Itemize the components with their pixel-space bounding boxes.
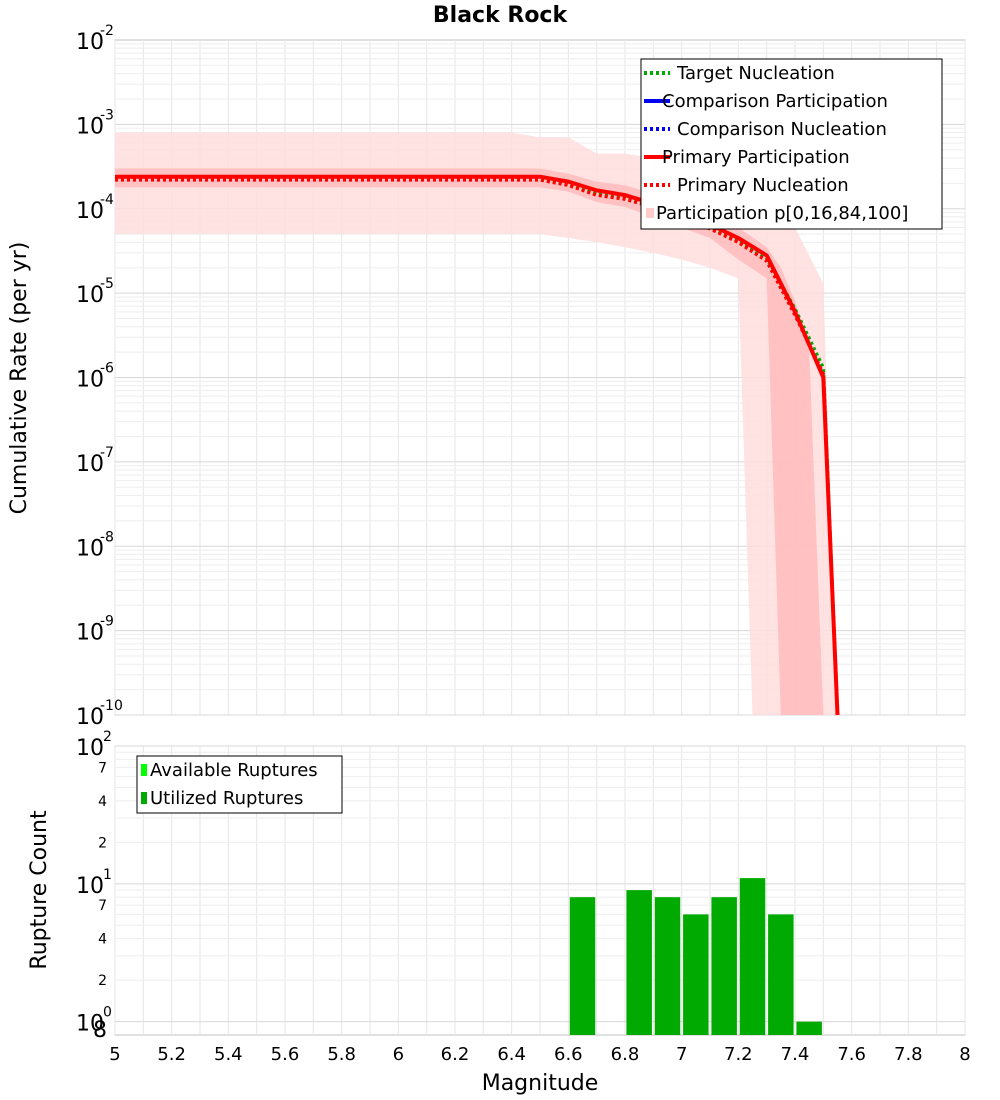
rate-y-tick-exponent: -4: [100, 192, 114, 208]
count-plot-grid: [114, 745, 966, 1035]
legend-label: Primary Participation: [662, 147, 850, 168]
rate-lines: [115, 174, 840, 716]
count-y-minor-tick: 4: [98, 794, 107, 810]
x-tick-label: 5.4: [214, 1044, 243, 1065]
count-y-tick-exponent: 2: [103, 729, 112, 745]
x-tick-label: 5.6: [271, 1044, 300, 1065]
x-tick-label: 6.2: [441, 1044, 470, 1065]
rate-y-tick-base: 10: [76, 536, 104, 561]
rate-y-tick-exponent: -10: [100, 698, 123, 714]
rate-y-tick-exponent: -3: [100, 107, 114, 123]
legend-label: Comparison Participation: [662, 91, 888, 112]
count-legend-box: [136, 755, 343, 814]
count-bar: [569, 897, 596, 1035]
count-y-minor-tick: 2: [98, 835, 107, 851]
x-tick-label: 6: [393, 1044, 404, 1065]
legend-swatch-bar: [141, 764, 147, 776]
rate-y-tick-base: 10: [76, 705, 104, 730]
count-y-minor-tick: 2: [98, 973, 107, 989]
legend-swatch-band: [646, 208, 654, 218]
legend-swatch-bar: [141, 792, 147, 804]
count-bars: [569, 878, 822, 1035]
x-tick-label: 7.6: [837, 1044, 866, 1065]
rate-y-tick-base: 10: [76, 452, 104, 477]
count-y-tick-base: 10: [76, 736, 104, 761]
rate-y-tick-base: 10: [76, 199, 104, 224]
count-bar: [626, 890, 652, 1035]
x-tick-label: 7.4: [781, 1044, 810, 1065]
series-line-primary-nucleation: [115, 178, 840, 716]
x-tick-label: 6.8: [611, 1044, 640, 1065]
count-bar: [683, 914, 709, 1035]
rate-y-tick-base: 10: [76, 283, 104, 308]
rate-y-tick-exponent: -5: [100, 276, 114, 292]
participation-band-p-0-100-: [115, 132, 838, 716]
count-bar: [796, 1021, 822, 1035]
legend-label: Participation p[0,16,84,100]: [656, 203, 908, 224]
rate-legend-box: [640, 58, 943, 230]
rate-plot-panel: 10-210-310-410-510-610-710-810-910-10 Cu…: [7, 23, 966, 730]
x-axis-label: Magnitude: [482, 1071, 599, 1096]
rate-y-axis-label: Cumulative Rate (per yr): [7, 242, 32, 515]
count-y-minor-tick: 4: [98, 932, 107, 948]
x-tick-label: 7.2: [724, 1044, 753, 1065]
rate-y-tick-base: 10: [76, 621, 104, 646]
count-bar: [768, 914, 794, 1035]
count-y-tick-exponent: 0: [103, 1005, 112, 1021]
count-y-axis-label: Rupture Count: [27, 810, 52, 970]
count-y-minor-tick: 8: [93, 1018, 107, 1043]
legend-label: Primary Nucleation: [677, 175, 849, 196]
rate-y-tick-exponent: -8: [100, 529, 114, 545]
legend-label: Utilized Ruptures: [150, 788, 303, 809]
legend-label: Target Nucleation: [676, 63, 835, 84]
rate-y-tick-exponent: -7: [100, 445, 114, 461]
count-y-minor-tick: 7: [98, 760, 107, 776]
x-tick-label: 8: [959, 1044, 970, 1065]
chart-title: Black Rock: [433, 3, 569, 28]
x-tick-label: 5.8: [327, 1044, 356, 1065]
rate-y-tick-exponent: -6: [100, 361, 114, 377]
count-bar: [739, 878, 766, 1035]
rate-y-tick-base: 10: [76, 114, 104, 139]
count-y-minor-tick: 7: [98, 898, 107, 914]
count-y-tick-exponent: 1: [103, 867, 112, 883]
rate-legend: Target Nucleation Comparison Participatio…: [640, 58, 943, 230]
count-legend: Available Ruptures Utilized Ruptures: [136, 755, 343, 814]
series-line-primary-participation: [115, 174, 840, 716]
count-bar: [654, 897, 681, 1035]
x-tick-label: 6.6: [554, 1044, 583, 1065]
count-y-tick-base: 10: [76, 874, 104, 899]
x-tick-label: 6.4: [497, 1044, 526, 1065]
x-tick-label: 5: [109, 1044, 120, 1065]
rate-y-tick-exponent: -9: [100, 614, 114, 630]
participation-bands: [115, 132, 838, 716]
x-tick-label: 5.2: [157, 1044, 186, 1065]
legend-label: Comparison Nucleation: [677, 119, 887, 140]
rate-y-tick-base: 10: [76, 368, 104, 393]
count-bar: [711, 897, 737, 1035]
legend-label: Available Ruptures: [150, 760, 318, 781]
count-y-tick-base: 10: [76, 1012, 104, 1037]
rate-y-ticks: 10-210-310-410-510-610-710-810-910-10: [76, 23, 123, 730]
rate-y-tick-base: 10: [76, 30, 104, 55]
x-tick-label: 7.8: [894, 1044, 923, 1065]
rate-y-tick-exponent: -2: [100, 23, 114, 39]
x-tick-label: 7: [676, 1044, 687, 1065]
magnitude-x-ticks: 5 5.2 5.4 5.6 5.8 6 6.2 6.4 6.6 6.8 7 7.2 7.4 7.6 7.8 8: [109, 1044, 970, 1065]
